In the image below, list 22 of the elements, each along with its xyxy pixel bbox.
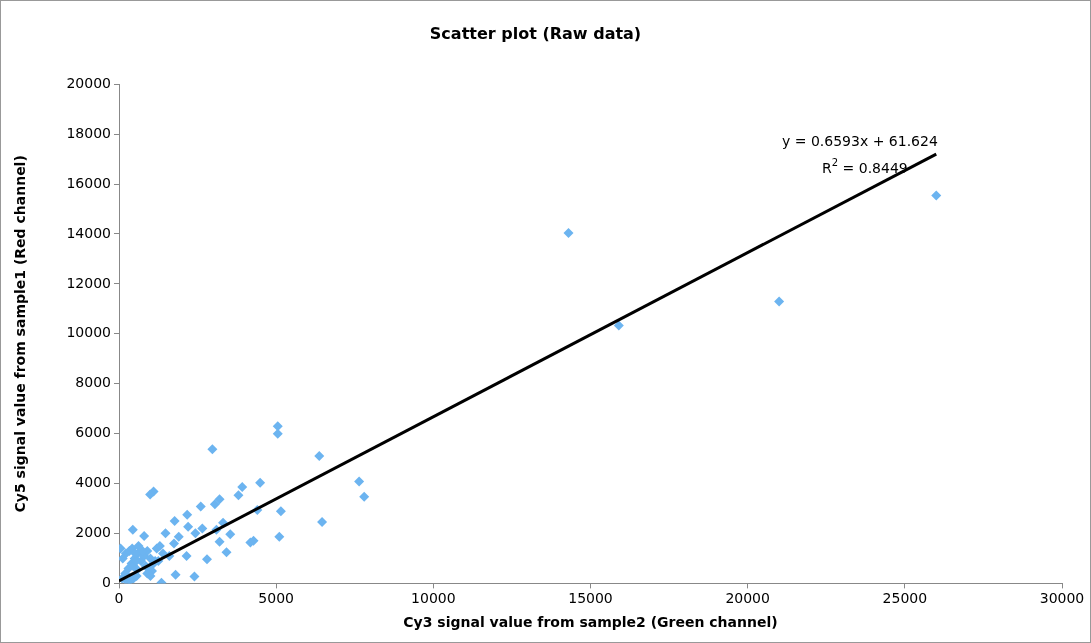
x-tick-label: 0 bbox=[114, 590, 124, 607]
y-tick-label: 16000 bbox=[66, 174, 111, 191]
y-tick-label: 18000 bbox=[66, 124, 111, 141]
y-tick-label: 2000 bbox=[75, 524, 111, 541]
x-tick-label: 5000 bbox=[258, 590, 294, 607]
x-tick-label: 15000 bbox=[568, 590, 613, 607]
y-axis-title: Cy5 signal value from sample1 (Red channel) bbox=[12, 155, 29, 513]
annotation: y = 0.6593x + 61.624 bbox=[782, 133, 938, 150]
y-tick-label: 20000 bbox=[66, 74, 111, 91]
x-tick-label: 25000 bbox=[882, 590, 928, 607]
x-tick-label: 30000 bbox=[1039, 590, 1085, 607]
y-tick-label: 12000 bbox=[66, 274, 111, 291]
x-axis-title: Cy3 signal value from sample2 (Green channel) bbox=[403, 614, 778, 631]
x-tick-label: 10000 bbox=[411, 590, 456, 607]
y-tick-label: 4000 bbox=[75, 474, 111, 491]
y-tick-label: 14000 bbox=[66, 224, 111, 241]
y-tick-label: 10000 bbox=[66, 324, 111, 341]
y-tick-label: 0 bbox=[102, 574, 111, 591]
y-tick-label: 6000 bbox=[75, 424, 111, 441]
chart-title: Scatter plot (Raw data) bbox=[429, 23, 642, 43]
y-tick-label: 8000 bbox=[75, 374, 111, 391]
x-tick-label: 20000 bbox=[725, 590, 770, 607]
